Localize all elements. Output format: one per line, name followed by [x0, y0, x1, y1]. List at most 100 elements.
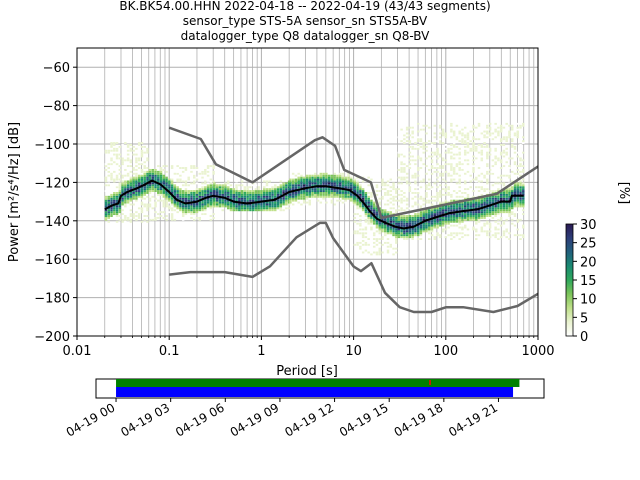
density-cell: [319, 186, 323, 189]
density-cell: [347, 195, 350, 198]
density-cell: [444, 220, 448, 223]
density-cell: [126, 157, 130, 160]
density-cell: [452, 134, 456, 137]
density-cell: [209, 211, 213, 214]
density-cell: [419, 216, 423, 219]
density-cell: [157, 184, 160, 187]
density-cell: [319, 201, 323, 204]
density-cell: [430, 211, 434, 214]
density-cell: [308, 192, 311, 194]
density-cell: [104, 197, 108, 200]
density-cell: [181, 205, 185, 208]
density-cell: [271, 207, 274, 210]
density-cell: [461, 211, 464, 214]
density-cell: [436, 232, 439, 235]
density-cell: [193, 190, 196, 192]
density-cell: [218, 184, 222, 187]
density-cell: [289, 199, 292, 202]
density-cell: [195, 176, 199, 179]
density-cell: [436, 213, 439, 216]
density-cell: [204, 168, 207, 171]
density-cell: [124, 201, 127, 204]
density-cell: [113, 180, 116, 183]
density-cell: [330, 199, 334, 202]
density-cell: [181, 197, 185, 200]
density-cell: [129, 182, 133, 185]
density-cell: [450, 163, 453, 166]
density-cell: [395, 236, 398, 239]
density-cell: [447, 234, 450, 237]
density-cell: [118, 168, 122, 171]
density-cell: [522, 188, 525, 191]
density-cell: [403, 220, 406, 223]
density-cell: [452, 209, 456, 212]
density-cell: [271, 192, 274, 194]
density-cell: [436, 192, 439, 194]
density-cell: [151, 176, 154, 179]
density-cell: [450, 218, 453, 221]
density-cell: [316, 190, 320, 192]
density-cell: [311, 182, 314, 185]
density-cell: [190, 203, 193, 206]
density-cell: [422, 145, 425, 148]
density-cell: [483, 222, 486, 225]
density-cell: [466, 228, 470, 231]
density-cell: [126, 188, 130, 191]
density-cell: [110, 149, 113, 152]
density-cell: [121, 157, 124, 160]
density-cell: [124, 186, 127, 189]
density-cell: [107, 211, 110, 214]
density-cell: [513, 199, 517, 202]
density-cell: [265, 201, 269, 204]
density-cell: [475, 138, 478, 141]
density-cell: [115, 199, 119, 202]
density-cell: [176, 170, 179, 173]
density-cell: [229, 205, 233, 208]
density-cell: [201, 213, 204, 216]
density-cell: [115, 145, 119, 148]
density-cell: [176, 203, 179, 206]
density-cell: [400, 190, 403, 192]
density-cell: [193, 182, 196, 185]
density-cell: [113, 211, 116, 214]
density-cell: [229, 195, 233, 198]
density-cell: [350, 178, 353, 181]
density-cell: [356, 176, 359, 179]
density-cell: [375, 193, 379, 196]
density-cell: [268, 197, 271, 200]
density-cell: [181, 180, 185, 183]
density-cell: [195, 193, 199, 196]
density-cell: [395, 209, 398, 212]
density-cell: [463, 136, 467, 139]
density-cell: [154, 174, 157, 177]
density-cell: [392, 184, 395, 187]
density-cell: [118, 218, 122, 221]
density-cell: [416, 147, 420, 150]
density-cell: [146, 215, 149, 217]
density-cell: [137, 167, 141, 169]
density-cell: [499, 209, 503, 212]
density-cell: [461, 201, 464, 204]
density-cell: [159, 211, 163, 214]
density-cell: [397, 199, 401, 202]
density-cell: [118, 205, 122, 208]
density-cell: [314, 184, 317, 187]
density-cell: [159, 174, 163, 177]
density-cell: [170, 213, 174, 216]
density-cell: [458, 186, 461, 189]
density-cell: [455, 199, 459, 202]
density-cell: [132, 216, 135, 219]
density-cell: [405, 215, 409, 217]
density-cell: [497, 228, 500, 231]
density-cell: [129, 178, 133, 181]
density-cell: [140, 176, 144, 179]
density-cell: [439, 140, 442, 143]
density-cell: [137, 193, 141, 196]
density-cell: [475, 178, 478, 181]
density-cell: [430, 145, 434, 148]
density-cell: [486, 124, 489, 127]
density-cell: [519, 201, 522, 204]
density-cell: [289, 195, 292, 198]
density-cell: [414, 220, 417, 223]
density-cell: [330, 188, 334, 191]
